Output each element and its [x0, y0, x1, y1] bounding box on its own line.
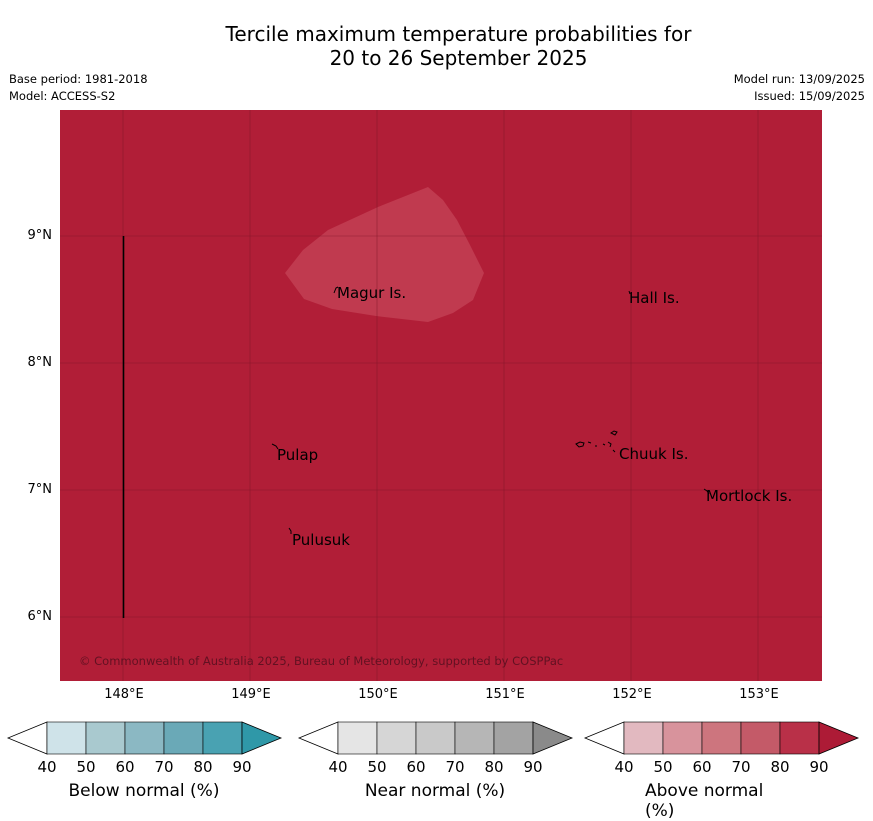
colorbar-above-low-extend: [583, 721, 625, 755]
colorbar-near-segment: [454, 721, 495, 755]
lat-label-7n: 7°N: [27, 482, 53, 497]
lat-label-6n: 6°N: [27, 609, 53, 624]
colorbar-above-segment: [779, 721, 820, 755]
colorbar-title-below: Below normal (%): [68, 781, 220, 801]
lon-label-149e: 149°E: [231, 687, 271, 702]
colorbar-above-segment: [740, 721, 781, 755]
place-pulusuk: Pulusuk: [292, 531, 350, 549]
colorbar-near-tick-label: 60: [406, 758, 425, 775]
copyright-notice: © Commonwealth of Australia 2025, Bureau…: [79, 654, 563, 668]
colorbar-near-segment: [493, 721, 534, 755]
colorbar-above-segment: [623, 721, 664, 755]
lon-label-148e: 148°E: [104, 687, 144, 702]
lon-label-151e: 151°E: [485, 687, 525, 702]
colorbar-below-tick-label: 40: [37, 758, 56, 775]
colorbar-above-tick-label: 80: [770, 758, 789, 775]
colorbar-above-tick-label: 50: [653, 758, 672, 775]
map-title: Tercile maximum temperature probabilitie…: [0, 22, 873, 70]
place-labels: Magur Is. Hall Is. Pulap Chuuk Is. Mortl…: [277, 284, 792, 549]
model-name: Model: ACCESS-S2: [9, 89, 116, 103]
colorbar-near-segment: [376, 721, 417, 755]
map-canvas: Magur Is. Hall Is. Pulap Chuuk Is. Mortl…: [60, 110, 822, 681]
colorbar-below-segment: [85, 721, 126, 755]
colorbar-near-tick-label: 40: [328, 758, 347, 775]
colorbar-above-tick-label: 70: [731, 758, 750, 775]
colorbar-title-above: Above normal (%): [645, 781, 764, 821]
colorbar-below-tick-label: 90: [232, 758, 251, 775]
colorbar-below-segment: [124, 721, 165, 755]
colorbar-below-tick-label: 80: [193, 758, 212, 775]
colorbar-above-tick-label: 60: [692, 758, 711, 775]
colorbar-near-high-extend: [532, 721, 574, 755]
colorbar-above-tick-label: 90: [809, 758, 828, 775]
meta-right: Model run: 13/09/2025 Issued: 15/09/2025: [734, 71, 865, 105]
colorbar-near-tick-label: 90: [523, 758, 542, 775]
colorbar-below-segment: [202, 721, 243, 755]
place-mortlock: Mortlock Is.: [706, 487, 792, 505]
colorbar-below-segment: [163, 721, 204, 755]
colorbar-near-tick-label: 50: [367, 758, 386, 775]
colorbar-below-tick-label: 60: [115, 758, 134, 775]
colorbar-title-near: Near normal (%): [364, 781, 506, 801]
colorbar-above-high-extend: [818, 721, 860, 755]
lon-label-150e: 150°E: [358, 687, 398, 702]
graticule: [60, 110, 822, 681]
probability-fill: [60, 110, 822, 681]
lat-label-9n: 9°N: [27, 228, 53, 243]
colorbar-below-tick-label: 70: [154, 758, 173, 775]
title-line-2: 20 to 26 September 2025: [329, 46, 588, 70]
colorbar-below-segment: [46, 721, 87, 755]
colorbar-near-tick-label: 80: [484, 758, 503, 775]
colorbar-near-segment: [337, 721, 378, 755]
colorbar-below-low-extend: [6, 721, 48, 755]
place-pulap: Pulap: [277, 446, 318, 464]
colorbar-above-segment: [701, 721, 742, 755]
place-chuuk: Chuuk Is.: [619, 445, 688, 463]
colorbar-above-tick-label: 40: [614, 758, 633, 775]
colorbar-above-segment: [662, 721, 703, 755]
colorbar-near-low-extend: [297, 721, 339, 755]
place-magur: Magur Is.: [337, 284, 406, 302]
title-line-1: Tercile maximum temperature probabilitie…: [225, 22, 692, 46]
lon-label-153e: 153°E: [739, 687, 779, 702]
lighter-probability-region: [285, 187, 484, 322]
model-run: Model run: 13/09/2025: [733, 72, 865, 86]
colorbar-below-high-extend: [241, 721, 283, 755]
place-hall: Hall Is.: [629, 289, 680, 307]
colorbar-near-tick-label: 70: [445, 758, 464, 775]
colorbar-below-tick-label: 50: [76, 758, 95, 775]
base-period: Base period: 1981-2018: [9, 72, 148, 86]
meta-left: Base period: 1981-2018 Model: ACCESS-S2: [9, 71, 148, 105]
lat-label-8n: 8°N: [27, 355, 53, 370]
colorbar-legend: 40 50 60 70 80 90 40 50 60 70 80 90 40 50 60 70 80 90: [6, 721, 860, 775]
issued-date: Issued: 15/09/2025: [754, 89, 865, 103]
island-outlines: [271, 286, 710, 534]
colorbar-near-segment: [415, 721, 456, 755]
lon-label-152e: 152°E: [612, 687, 652, 702]
